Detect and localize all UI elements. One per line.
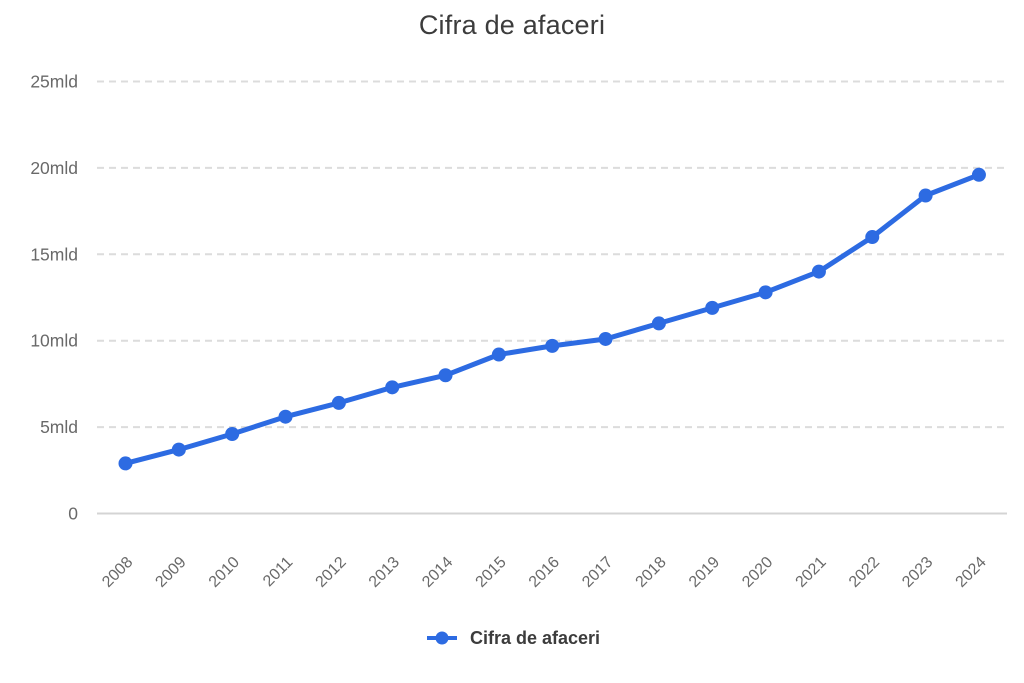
y-tick-label: 0 xyxy=(68,504,78,524)
chart-title: Cifra de afaceri xyxy=(418,10,606,40)
data-point[interactable] xyxy=(438,368,453,383)
x-tick-label: 2013 xyxy=(366,554,403,591)
data-point[interactable] xyxy=(171,442,186,457)
x-tick-label: 2008 xyxy=(99,554,136,591)
x-tick-label: 2024 xyxy=(953,554,990,591)
x-tick-label: 2022 xyxy=(846,554,883,591)
y-tick-label: 10mld xyxy=(30,331,78,351)
data-point[interactable] xyxy=(598,331,613,346)
line-chart-plot: 0 5mld 10mld 15mld 20mld 25mld 2008 2009 2010 201… xyxy=(30,72,1007,591)
y-tick-label: 20mld xyxy=(30,158,78,178)
series-line xyxy=(123,172,982,466)
x-tick-label: 2023 xyxy=(899,554,936,591)
data-point[interactable] xyxy=(225,427,240,442)
data-point[interactable] xyxy=(705,300,720,315)
x-tick-label: 2021 xyxy=(793,554,830,591)
y-tick-label: 15mld xyxy=(30,244,78,264)
data-point[interactable] xyxy=(491,347,506,362)
x-tick-label: 2011 xyxy=(260,554,296,590)
data-point[interactable] xyxy=(758,285,773,300)
x-tick-label: 2014 xyxy=(419,554,456,591)
data-point[interactable] xyxy=(865,230,880,245)
x-tick-label: 2016 xyxy=(526,554,563,591)
data-point[interactable] xyxy=(918,188,933,203)
data-point[interactable] xyxy=(651,316,666,331)
x-tick-label: 2017 xyxy=(579,554,616,591)
y-tick-label: 25mld xyxy=(30,72,78,92)
legend-marker-icon xyxy=(426,631,457,645)
x-tick-label: 2019 xyxy=(686,554,723,591)
legend-item[interactable]: Cifra de afaceri xyxy=(0,621,1024,655)
data-point[interactable] xyxy=(545,338,560,353)
data-point[interactable] xyxy=(331,395,346,410)
data-point[interactable] xyxy=(811,264,826,279)
x-tick-label: 2015 xyxy=(473,554,510,591)
data-point[interactable] xyxy=(971,167,986,182)
x-tick-label: 2020 xyxy=(739,554,776,591)
y-tick-label: 5mld xyxy=(40,417,78,437)
x-tick-label: 2018 xyxy=(633,554,670,591)
data-point[interactable] xyxy=(385,380,400,395)
data-point[interactable] xyxy=(118,456,133,471)
x-tick-label: 2012 xyxy=(312,554,349,591)
legend-label: Cifra de afaceri xyxy=(469,627,601,648)
data-point[interactable] xyxy=(278,409,293,424)
x-tick-label: 2010 xyxy=(206,554,243,591)
x-tick-label: 2009 xyxy=(152,554,189,591)
